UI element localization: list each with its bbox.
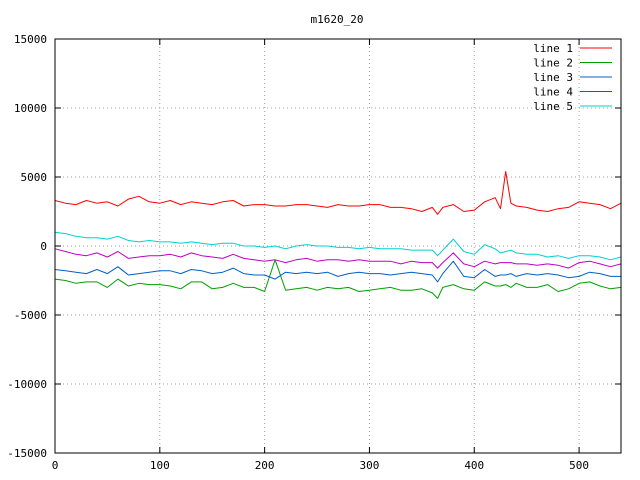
y-tick-label: -10000	[7, 378, 47, 391]
legend-label: line 2	[533, 57, 573, 70]
x-tick-label: 100	[150, 459, 170, 472]
y-tick-label: 0	[40, 240, 47, 253]
legend-label: line 1	[533, 42, 573, 55]
series-line-2	[54, 259, 622, 299]
legend-label: line 4	[533, 86, 573, 99]
x-tick-label: 200	[255, 459, 275, 472]
series-line-5	[54, 231, 622, 261]
y-tick-label: 15000	[14, 33, 47, 46]
y-tick-label: 5000	[21, 171, 48, 184]
y-tick-label: 10000	[14, 102, 47, 115]
x-tick-label: 500	[569, 459, 589, 472]
chart-title: m1620_20	[311, 13, 364, 26]
y-tick-label: -15000	[7, 447, 47, 460]
x-tick-label: 400	[464, 459, 484, 472]
x-tick-label: 300	[360, 459, 380, 472]
x-tick-label: 0	[52, 459, 59, 472]
legend-label: line 3	[533, 71, 573, 84]
legend-label: line 5	[533, 100, 573, 113]
series-line-1	[54, 171, 622, 215]
series-line-3	[54, 260, 621, 283]
tick-layer: 0 100 200 300 400 500 -15000 -10000 -5000 0 5000 10…	[7, 33, 621, 472]
series-line-4	[54, 248, 622, 269]
grid-layer	[55, 39, 621, 453]
y-tick-label: -5000	[14, 309, 47, 322]
series-layer	[54, 171, 622, 299]
